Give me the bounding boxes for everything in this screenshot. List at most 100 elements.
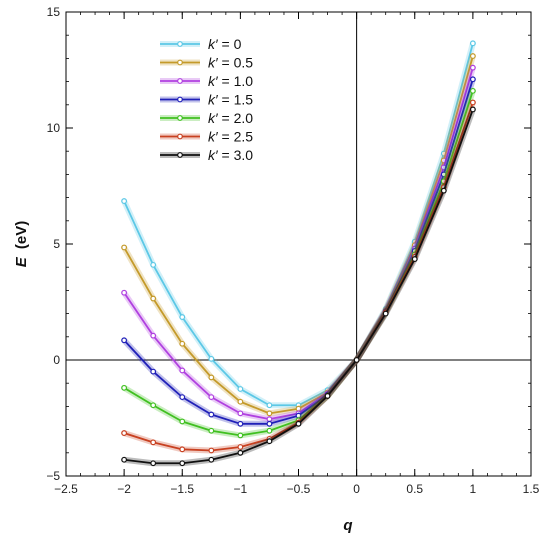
data-point bbox=[469, 87, 476, 94]
data-point bbox=[440, 187, 447, 194]
y-axis-title: E (eV) bbox=[13, 221, 30, 268]
data-point bbox=[179, 418, 186, 425]
legend-marker bbox=[177, 78, 183, 84]
data-point bbox=[179, 340, 186, 347]
data-point bbox=[266, 402, 273, 409]
legend-label-value: = 1.5 bbox=[218, 92, 254, 108]
legend-item-2.0: k′ = 2.0 bbox=[160, 110, 253, 126]
data-point bbox=[237, 420, 244, 427]
legend-item-1.5: k′ = 1.5 bbox=[160, 92, 253, 108]
legend-label-symbol: k′ bbox=[208, 73, 219, 89]
legend-item-0: k′ = 0 bbox=[160, 36, 242, 52]
legend-marker bbox=[177, 59, 183, 66]
legend-label-value: = 2.5 bbox=[218, 129, 254, 145]
legend-label-symbol: k′ bbox=[208, 92, 219, 108]
y-axis-title-symbol: E bbox=[13, 256, 30, 267]
svg-text:E (eV): E (eV) bbox=[13, 221, 30, 268]
data-point bbox=[121, 430, 128, 436]
data-point bbox=[179, 394, 186, 401]
x-tick-label: −2 bbox=[117, 482, 131, 496]
legend-label-value: = 1.0 bbox=[218, 73, 254, 89]
data-point bbox=[469, 40, 476, 47]
x-tick-label: 1 bbox=[470, 482, 477, 496]
series-glow bbox=[121, 87, 476, 439]
legend-item-2.5: k′ = 2.5 bbox=[160, 129, 253, 145]
legend-label: k′ = 0 bbox=[208, 36, 242, 52]
data-point bbox=[121, 384, 128, 391]
data-point bbox=[179, 314, 186, 320]
legend-item-1.0: k′ = 1.0 bbox=[160, 73, 253, 89]
data-point bbox=[150, 368, 157, 375]
series-0 bbox=[121, 40, 476, 409]
data-point bbox=[179, 367, 186, 374]
series-1.5 bbox=[121, 76, 476, 427]
series-3.0 bbox=[121, 106, 476, 467]
data-point bbox=[266, 438, 273, 445]
legend-marker bbox=[177, 96, 183, 103]
legend-label: k′ = 0.5 bbox=[208, 55, 253, 71]
data-point bbox=[469, 106, 476, 113]
data-point bbox=[208, 374, 215, 381]
data-point bbox=[353, 357, 360, 363]
legend-label: k′ = 2.0 bbox=[208, 110, 253, 126]
y-tick-label: −5 bbox=[46, 469, 60, 483]
data-point bbox=[469, 53, 476, 59]
data-point bbox=[208, 355, 215, 362]
legend-marker bbox=[177, 133, 183, 140]
data-point bbox=[237, 432, 244, 439]
legend-label-value: = 3.0 bbox=[218, 147, 254, 163]
legend-marker bbox=[177, 41, 183, 47]
data-point bbox=[237, 449, 244, 456]
legend-label: k′ = 2.5 bbox=[208, 129, 253, 145]
data-point bbox=[121, 198, 128, 204]
series-layer bbox=[121, 40, 476, 467]
data-point bbox=[237, 398, 244, 405]
data-point bbox=[150, 332, 157, 339]
data-point bbox=[324, 393, 331, 399]
x-tick-label: 0.5 bbox=[406, 482, 423, 496]
data-point bbox=[208, 411, 215, 418]
data-point bbox=[150, 439, 157, 446]
data-point bbox=[121, 456, 128, 463]
x-tick-label: −1.5 bbox=[170, 482, 194, 496]
data-point bbox=[179, 460, 186, 467]
data-point bbox=[237, 444, 244, 450]
data-point bbox=[266, 410, 273, 417]
x-axis-title: q bbox=[343, 517, 352, 534]
data-point bbox=[150, 460, 157, 467]
legend: k′ = 0k′ = 0.5k′ = 1.0k′ = 1.5k′ = 2.0k′… bbox=[160, 36, 253, 163]
legend-label-symbol: k′ bbox=[208, 36, 219, 52]
data-point bbox=[295, 420, 302, 427]
data-point bbox=[266, 427, 273, 434]
data-point bbox=[469, 76, 476, 83]
legend-label-value: = 0 bbox=[218, 36, 242, 52]
y-tick-label: 0 bbox=[53, 353, 60, 367]
data-point bbox=[121, 244, 128, 251]
data-point bbox=[382, 310, 389, 317]
data-point bbox=[266, 420, 273, 427]
legend-label: k′ = 1.5 bbox=[208, 92, 253, 108]
series-2.0 bbox=[121, 87, 476, 439]
data-point bbox=[150, 402, 157, 409]
x-tick-label: 0 bbox=[353, 482, 360, 496]
y-tick-label: 5 bbox=[53, 237, 60, 251]
legend-label-symbol: k′ bbox=[208, 147, 219, 163]
data-point bbox=[237, 410, 244, 417]
data-point bbox=[121, 289, 128, 296]
legend-label-symbol: k′ bbox=[208, 55, 219, 71]
legend-marker bbox=[177, 115, 183, 121]
data-point bbox=[208, 456, 215, 463]
tick-labels: −2.5 −2 −1.5 −1 −0.5 0 0.5 1 1.5 −5 0 5 10 15 bbox=[46, 5, 539, 496]
data-point bbox=[469, 99, 476, 106]
data-point bbox=[411, 256, 418, 262]
data-point bbox=[179, 446, 186, 453]
legend-label: k′ = 3.0 bbox=[208, 147, 253, 163]
data-point bbox=[237, 386, 244, 392]
legend-label-symbol: k′ bbox=[208, 110, 219, 126]
legend-item-0.5: k′ = 0.5 bbox=[160, 55, 253, 71]
x-tick-label: 1.5 bbox=[523, 482, 540, 496]
legend-marker bbox=[177, 152, 183, 158]
series-0.5 bbox=[121, 53, 476, 417]
